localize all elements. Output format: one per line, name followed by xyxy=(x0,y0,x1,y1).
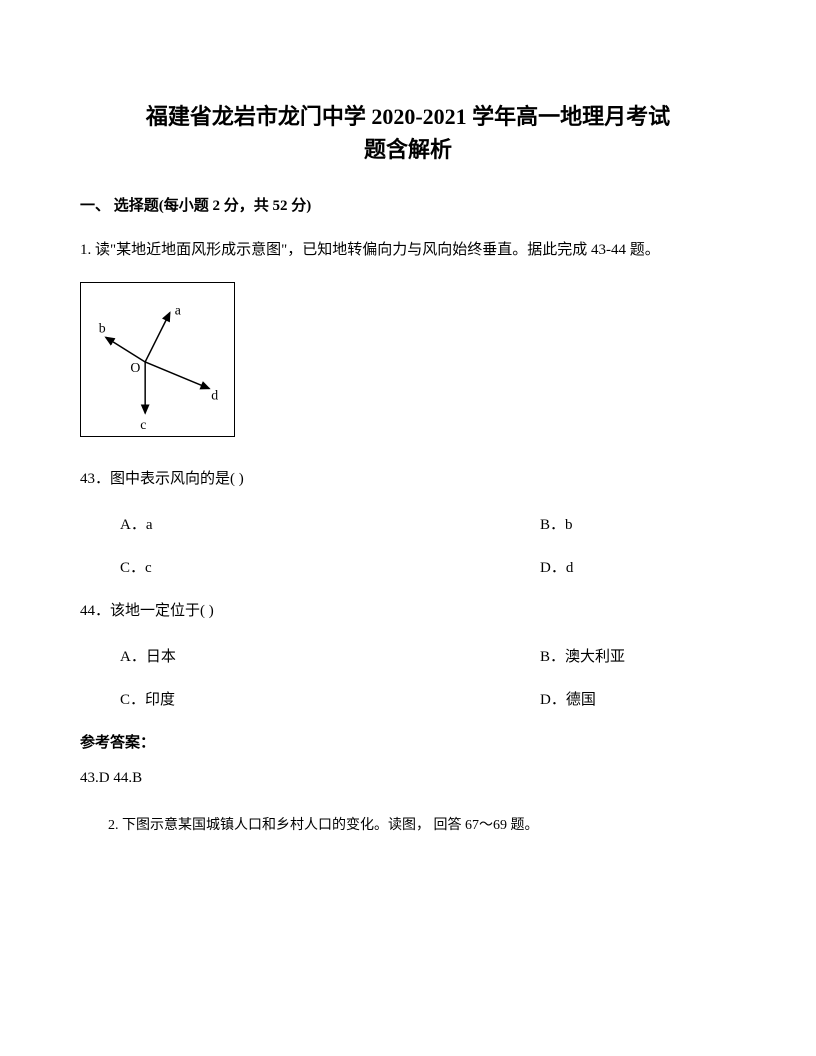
title-line-1: 福建省龙岩市龙门中学 2020-2021 学年高一地理月考试 xyxy=(146,104,670,129)
question-1-intro: 1. 读"某地近地面风形成示意图"，已知地转偏向力与风向始终垂直。据此完成 43… xyxy=(80,237,736,264)
label-o: O xyxy=(130,360,140,375)
option-43-b: B．b xyxy=(540,513,573,534)
question-2-intro: 2. 下图示意某国城镇人口和乡村人口的变化。读图， 回答 67～69 题。 xyxy=(80,815,736,837)
label-b: b xyxy=(99,320,106,335)
arrow-d xyxy=(145,362,209,389)
options-44-row2: C．印度 D．德国 xyxy=(80,688,736,709)
option-44-d: D．德国 xyxy=(540,688,596,709)
exam-title: 福建省龙岩市龙门中学 2020-2021 学年高一地理月考试 题含解析 xyxy=(80,100,736,166)
section-header: 一、 选择题(每小题 2 分，共 52 分) xyxy=(80,194,736,215)
options-43-row2: C．c D．d xyxy=(80,556,736,577)
arrow-b xyxy=(106,337,145,362)
answer-label: 参考答案： xyxy=(80,731,736,752)
options-43-row1: A．a B．b xyxy=(80,513,736,534)
option-44-c: C．印度 xyxy=(120,688,540,709)
label-c: c xyxy=(140,417,146,432)
title-line-2: 题含解析 xyxy=(364,137,452,162)
option-43-a: A．a xyxy=(120,513,540,534)
option-43-d: D．d xyxy=(540,556,573,577)
label-a: a xyxy=(175,303,181,318)
option-44-a: A．日本 xyxy=(120,645,540,666)
wind-diagram-svg: a b c d O xyxy=(81,283,234,436)
wind-diagram: a b c d O xyxy=(80,282,235,437)
answer-content: 43.D 44.B xyxy=(80,770,736,787)
label-d: d xyxy=(211,387,218,402)
option-43-c: C．c xyxy=(120,556,540,577)
sub-question-44: 44．该地一定位于( ) xyxy=(80,599,736,623)
sub-question-43: 43．图中表示风向的是( ) xyxy=(80,467,736,491)
options-44-row1: A．日本 B．澳大利亚 xyxy=(80,645,736,666)
option-44-b: B．澳大利亚 xyxy=(540,645,625,666)
arrow-a xyxy=(145,313,170,362)
